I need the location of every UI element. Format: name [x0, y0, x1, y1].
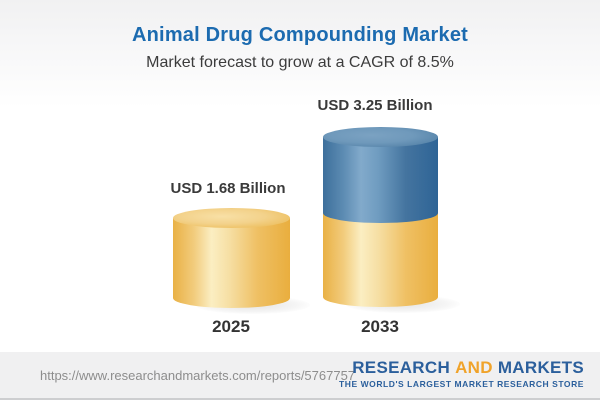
bar-2033-base-segment: [323, 213, 438, 297]
axis-label-2033: 2033: [361, 317, 399, 336]
bar-2025-body: [173, 218, 290, 298]
value-label-2025: USD 1.68 Billion: [170, 180, 286, 197]
bar-2033-top-cap: [323, 127, 438, 147]
bar-2025-top-cap: [173, 208, 290, 228]
chart-title: Animal Drug Compounding Market: [132, 24, 468, 46]
footer-bar: https://www.researchandmarkets.com/repor…: [0, 352, 600, 400]
logo-word-research: RESEARCH: [352, 358, 451, 377]
research-and-markets-logo[interactable]: RESEARCH AND MARKETS THE WORLD'S LARGEST…: [339, 358, 584, 389]
value-label-2033: USD 3.25 Billion: [317, 97, 433, 114]
logo-wordmark: RESEARCH AND MARKETS: [339, 358, 584, 378]
logo-word-markets: MARKETS: [497, 358, 584, 377]
report-url-link[interactable]: https://www.researchandmarkets.com/repor…: [40, 368, 356, 383]
chart-subtitle: Market forecast to grow at a CAGR of 8.5…: [146, 54, 454, 71]
logo-tagline: THE WORLD'S LARGEST MARKET RESEARCH STOR…: [339, 378, 584, 389]
bar-2033-growth-segment: [323, 137, 438, 213]
axis-label-2025: 2025: [212, 317, 250, 336]
logo-word-and: AND: [455, 358, 493, 377]
